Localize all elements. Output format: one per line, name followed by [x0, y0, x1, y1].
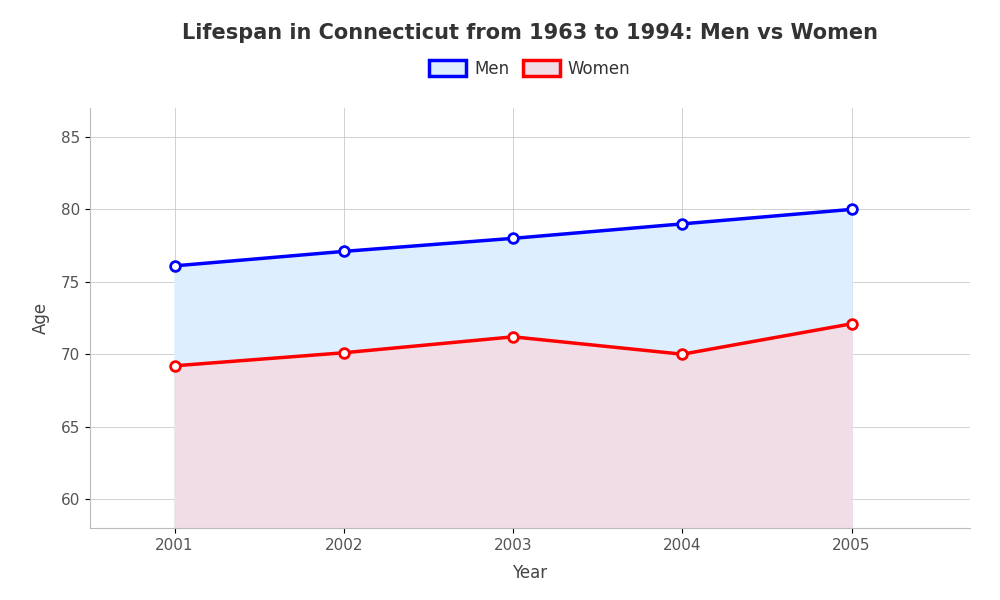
Legend: Men, Women: Men, Women: [423, 53, 637, 85]
Title: Lifespan in Connecticut from 1963 to 1994: Men vs Women: Lifespan in Connecticut from 1963 to 199…: [182, 23, 878, 43]
X-axis label: Year: Year: [512, 564, 548, 582]
Y-axis label: Age: Age: [32, 302, 50, 334]
